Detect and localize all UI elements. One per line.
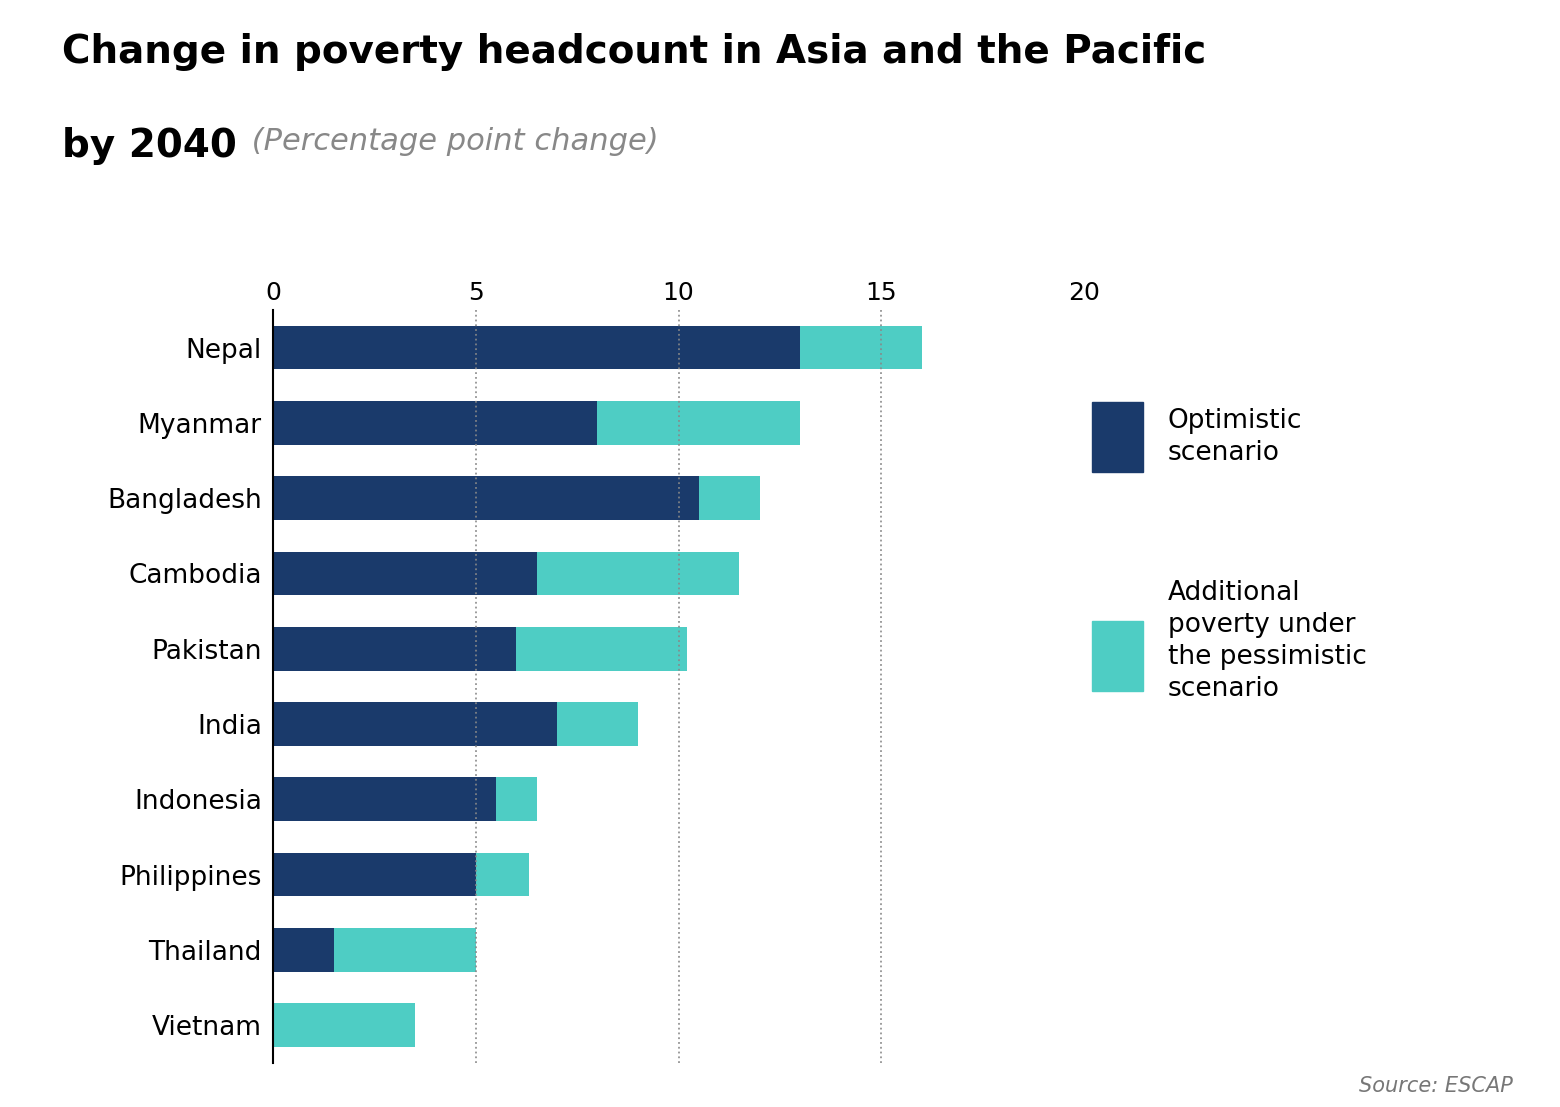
Bar xyxy=(516,627,686,671)
Text: by 2040: by 2040 xyxy=(62,127,237,165)
Bar xyxy=(273,702,557,746)
Bar xyxy=(273,476,699,520)
Bar xyxy=(537,551,739,596)
Bar xyxy=(476,852,529,897)
Bar xyxy=(557,702,638,746)
Bar xyxy=(496,777,537,821)
Bar xyxy=(597,401,800,445)
Text: Additional
poverty under
the pessimistic
scenario: Additional poverty under the pessimistic… xyxy=(1168,580,1367,702)
Text: (Percentage point change): (Percentage point change) xyxy=(242,127,658,156)
Text: Change in poverty headcount in Asia and the Pacific: Change in poverty headcount in Asia and … xyxy=(62,33,1206,71)
Bar xyxy=(273,551,537,596)
Text: Optimistic
scenario: Optimistic scenario xyxy=(1168,407,1303,466)
Bar xyxy=(273,401,597,445)
Bar xyxy=(273,325,800,370)
Bar xyxy=(800,325,922,370)
Bar xyxy=(273,1003,415,1047)
Bar xyxy=(273,928,334,972)
FancyBboxPatch shape xyxy=(1092,621,1142,691)
Bar xyxy=(273,627,516,671)
FancyBboxPatch shape xyxy=(1092,402,1142,472)
Bar xyxy=(699,476,760,520)
Text: Source: ESCAP: Source: ESCAP xyxy=(1359,1076,1513,1096)
Bar xyxy=(273,777,496,821)
Bar xyxy=(334,928,476,972)
Bar xyxy=(273,852,476,897)
